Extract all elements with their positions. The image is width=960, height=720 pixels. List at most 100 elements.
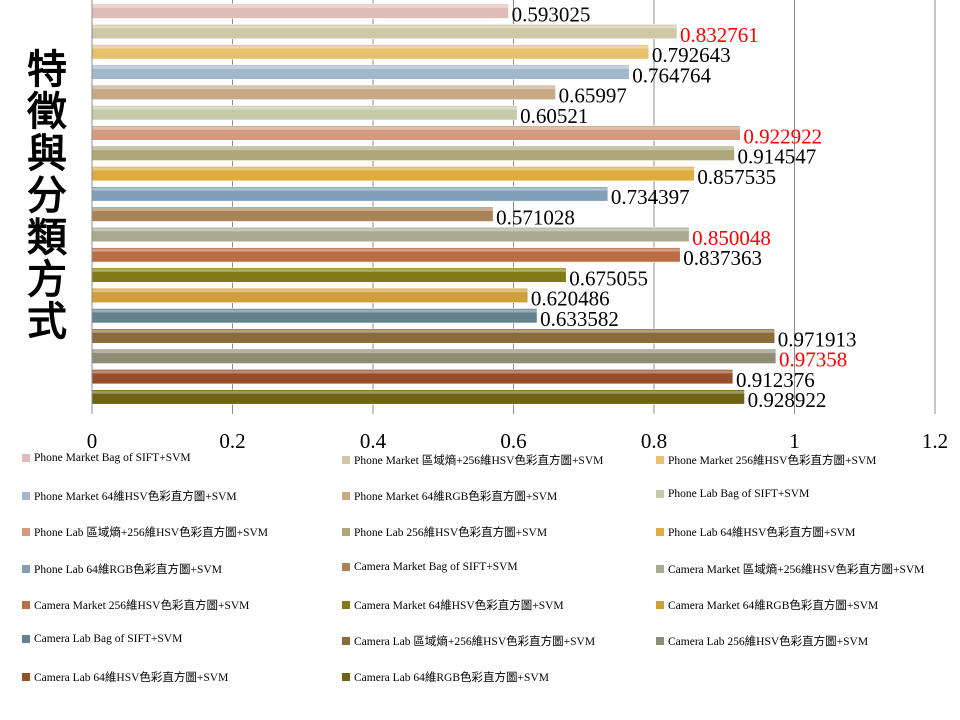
x-tick-label: 0 (87, 429, 98, 453)
data-label: 0.593025 (512, 3, 591, 27)
data-label: 0.792643 (652, 43, 731, 67)
legend-label: Camera Market 區域熵+256維HSV色彩直方圖+SVM (668, 563, 925, 576)
legend-swatch (22, 600, 30, 609)
legend-swatch (656, 600, 664, 609)
legend-item: Camera Market 64維HSV色彩直方圖+SVM (342, 597, 564, 613)
bar-highlight (92, 45, 649, 49)
data-label: 0.928922 (748, 388, 827, 412)
legend-item: Phone Market 64維RGB色彩直方圖+SVM (342, 488, 557, 504)
bar-highlight (92, 248, 681, 252)
legend-label: Phone Market Bag of SIFT+SVM (34, 452, 191, 464)
legend-label: Camera Lab Bag of SIFT+SVM (34, 633, 183, 645)
legend-swatch (342, 673, 350, 682)
legend-swatch (656, 456, 664, 464)
data-label: 0.675055 (569, 266, 648, 290)
legend-item: Phone Lab 64維HSV色彩直方圖+SVM (656, 524, 855, 540)
legend-swatch (22, 454, 30, 462)
bar-highlight (92, 5, 509, 8)
legend-label: Camera Lab 256維HSV色彩直方圖+SVM (668, 636, 869, 648)
data-label: 0.633582 (540, 307, 619, 331)
legend-swatch (22, 673, 30, 682)
data-label: 0.60521 (520, 104, 588, 128)
legend-item: Camera Market 256維HSV色彩直方圖+SVM (22, 597, 249, 613)
legend-swatch (656, 528, 664, 537)
bar-highlight (92, 25, 678, 29)
legend-item: Phone Lab 區域熵+256維HSV色彩直方圖+SVM (22, 524, 268, 540)
legend-item: Camera Lab 64維RGB色彩直方圖+SVM (342, 669, 549, 685)
legend-item: Camera Lab 區域熵+256維HSV色彩直方圖+SVM (342, 633, 595, 649)
legend-label: Phone Lab Bag of SIFT+SVM (668, 488, 810, 501)
legend-label: Phone Lab 64維RGB色彩直方圖+SVM (34, 563, 222, 576)
legend-item: Phone Market Bag of SIFT+SVM (22, 452, 191, 464)
legend-item: Camera Lab 64維HSV色彩直方圖+SVM (22, 669, 228, 685)
legend-swatch (656, 490, 664, 499)
legend-item: Camera Lab Bag of SIFT+SVM (22, 633, 182, 645)
legend-label: Phone Market 64維HSV色彩直方圖+SVM (34, 491, 237, 504)
data-label: 0.620486 (531, 287, 610, 311)
bar-highlight (92, 350, 776, 354)
data-label: 0.850048 (692, 226, 771, 250)
x-tick-label: 0.2 (219, 429, 245, 453)
legend-swatch (22, 635, 30, 643)
data-label: 0.97358 (779, 348, 847, 372)
bar-highlight (92, 126, 741, 130)
legend-item: Phone Lab 256維HSV色彩直方圖+SVM (342, 524, 547, 540)
bar-highlight (92, 329, 775, 333)
x-tick-label: 0.6 (500, 429, 526, 453)
bar-highlight (92, 147, 735, 151)
legend-label: Camera Market 64維RGB色彩直方圖+SVM (668, 599, 879, 612)
x-tick-label: 0.4 (360, 429, 387, 453)
data-label: 0.764764 (632, 63, 711, 87)
legend-item: Camera Market 64維RGB色彩直方圖+SVM (656, 597, 878, 613)
legend-label: Phone Lab 64維HSV色彩直方圖+SVM (668, 527, 856, 540)
legend-swatch (342, 456, 350, 464)
bar-highlight (92, 65, 630, 69)
bar-highlight (92, 370, 733, 374)
bar-highlight (92, 86, 556, 90)
legend-item: Camera Market Bag of SIFT+SVM (342, 561, 518, 573)
bar-highlight (92, 106, 518, 110)
legend-label: Camera Lab 64維HSV色彩直方圖+SVM (34, 672, 229, 685)
legend-label: Phone Lab 區域熵+256維HSV色彩直方圖+SVM (34, 527, 269, 540)
legend-swatch (22, 492, 30, 501)
x-tick-label: 0.8 (641, 429, 667, 453)
x-tick-label: 1 (789, 429, 800, 453)
legend-item: Phone Market 256維HSV色彩直方圖+SVM (656, 452, 876, 468)
legend-swatch (656, 637, 664, 645)
data-label: 0.65997 (559, 84, 627, 108)
data-label: 0.734397 (611, 185, 690, 209)
legend-item: Phone Market 區域熵+256維HSV色彩直方圖+SVM (342, 452, 603, 468)
legend-label: Phone Lab 256維HSV色彩直方圖+SVM (354, 527, 548, 540)
legend: Phone Market Bag of SIFT+SVM Phone Market… (22, 452, 958, 712)
legend-label: Camera Market Bag of SIFT+SVM (354, 560, 518, 573)
bar-highlight (92, 228, 690, 232)
bar-highlight (92, 268, 567, 272)
legend-swatch (22, 564, 30, 573)
data-label: 0.971913 (778, 327, 857, 351)
legend-swatch (342, 528, 350, 537)
legend-label: Camera Lab 區域熵+256維HSV色彩直方圖+SVM (354, 636, 596, 648)
x-tick-label: 1.2 (922, 429, 948, 453)
bar-highlight (92, 187, 608, 191)
legend-item: Camera Market 區域熵+256維HSV色彩直方圖+SVM (656, 561, 924, 577)
legend-label: Phone Market 區域熵+256維HSV色彩直方圖+SVM (354, 455, 604, 467)
data-label: 0.857535 (697, 165, 776, 189)
legend-label: Phone Market 256維HSV色彩直方圖+SVM (668, 455, 877, 467)
bar-highlight (92, 309, 538, 313)
data-label: 0.912376 (736, 368, 815, 392)
bar-highlight (92, 167, 695, 171)
legend-swatch (342, 637, 350, 645)
legend-item: Camera Lab 256維HSV色彩直方圖+SVM (656, 633, 868, 649)
legend-item: Phone Lab Bag of SIFT+SVM (656, 488, 809, 500)
legend-item: Phone Lab 64維RGB色彩直方圖+SVM (22, 561, 222, 577)
y-axis-label: 特徵與分類方式 (20, 48, 66, 342)
legend-swatch (342, 600, 350, 609)
legend-label: Camera Market 256維HSV色彩直方圖+SVM (34, 599, 250, 612)
data-label: 0.832761 (680, 23, 759, 47)
data-label: 0.914547 (737, 145, 816, 169)
legend-swatch (342, 492, 350, 501)
data-label: 0.837363 (683, 246, 762, 270)
bar-highlight (92, 289, 528, 293)
legend-label: Phone Market 64維RGB色彩直方圖+SVM (354, 491, 558, 504)
legend-label: Camera Market 64維HSV色彩直方圖+SVM (354, 599, 564, 612)
